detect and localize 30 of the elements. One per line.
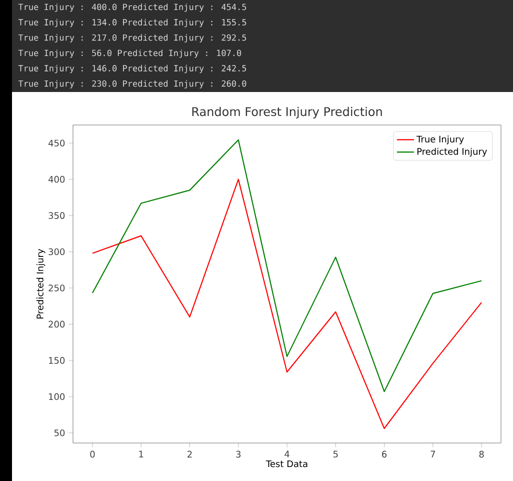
y-tick-label: 250 [48,284,65,292]
y-tick-label: 450 [48,140,65,146]
y-axis-title: Predicted Injury [36,248,46,318]
text: True Injury : 400.0 Predicted Injury : 454.5 [18,4,246,12]
text: True Injury : 230.0 Predicted Injury : 260.0 [18,80,246,88]
x-tick-label: 6 [382,450,387,458]
text: True Injury : 56.0 Predicted Injury : 107.0 [18,50,242,58]
y-tick-label: 50 [54,429,65,436]
x-tick-label: 7 [430,450,436,458]
text: True Injury : 217.0 Predicted Injury : 292.5 [18,34,246,42]
y-tick-label: 400 [48,176,65,183]
legend-label: True Injury [416,136,464,144]
y-tick-label: 350 [48,212,65,219]
y-tick-label: 150 [49,357,65,364]
line-series [92,178,482,430]
x-tick-label: 4 [284,450,290,458]
text: True Injury : 146.0 Predicted Injury : 242.5 [18,64,246,74]
legend-label: Predicted Injury [417,148,487,157]
x-tick-label: 2 [188,450,192,458]
x-tick-label: 5 [333,450,338,458]
x-tick-label: 8 [479,450,484,458]
chart-title: Random Forest Injury Prediction [192,106,382,118]
y-tick-label: 200 [48,320,65,328]
x-tick-label: 0 [90,450,95,458]
x-axis-title: Test Data [266,460,308,468]
x-tick-label: 3 [236,450,241,458]
text: True Injury : 134.0 Predicted Injury : 155.5 [18,18,246,28]
y-tick-label: 300 [48,248,65,256]
x-tick-label: 1 [139,450,144,458]
y-tick-label: 100 [49,393,65,400]
